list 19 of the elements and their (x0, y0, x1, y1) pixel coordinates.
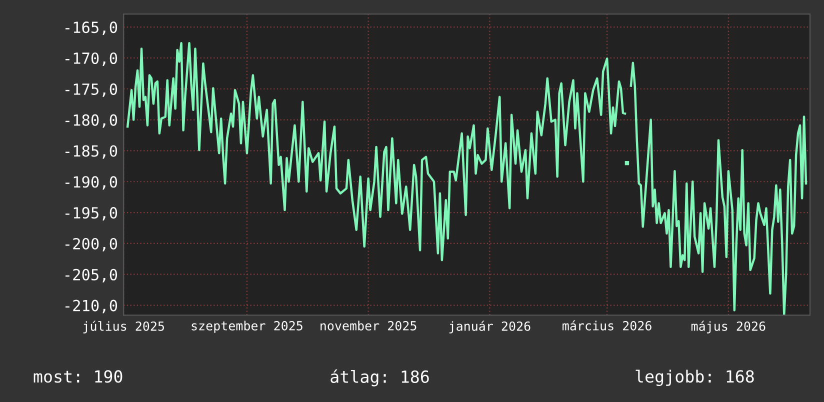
text: most: 190 (34, 370, 122, 383)
y-tick-label: -205,0 (66, 268, 118, 282)
x-tick-label: július 2025 (83, 320, 164, 334)
y-tick-label: -190,0 (66, 176, 118, 190)
y-tick-label: -175,0 (66, 83, 118, 97)
x-tick-label: március 2026 (562, 320, 652, 330)
x-tick-label: szeptember 2025 (192, 320, 302, 333)
text: legjobb: 168 (636, 370, 754, 386)
y-tick-label: -185,0 (66, 145, 118, 159)
y-tick-label: -180,0 (66, 114, 118, 128)
x-tick-label: január 2026 (449, 320, 530, 334)
text: átlag: 186 (330, 369, 429, 386)
y-tick-label: -170,0 (66, 52, 118, 66)
x-tick-label: november 2025 (320, 320, 416, 330)
y-tick-label: -165,0 (66, 22, 118, 36)
x-tick-label: május 2026 (691, 320, 766, 334)
y-tick-label: -200,0 (66, 238, 118, 252)
y-tick-label: -210,0 (66, 300, 118, 314)
y-tick-label: -195,0 (66, 207, 118, 221)
